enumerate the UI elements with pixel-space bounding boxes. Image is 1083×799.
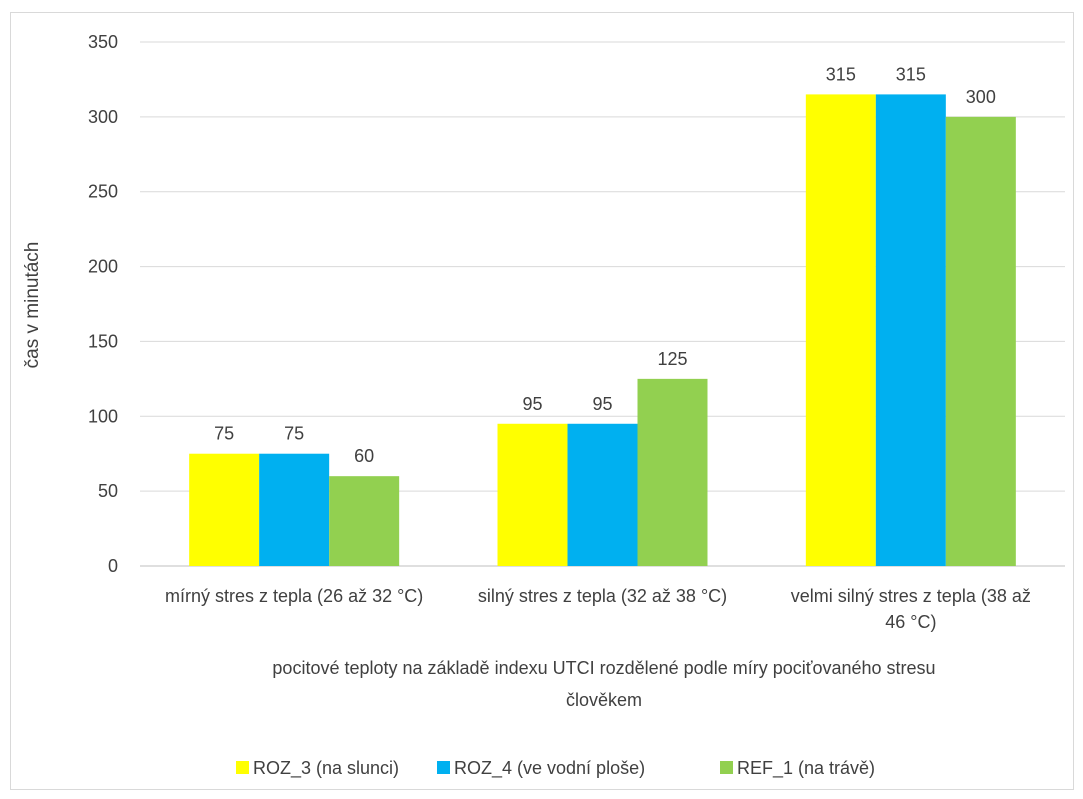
legend-swatch (236, 761, 249, 774)
bar (189, 453, 260, 566)
data-label: 75 (284, 424, 304, 444)
legend-swatch (437, 761, 450, 774)
y-tick-label: 300 (88, 107, 118, 127)
data-label: 95 (522, 394, 542, 414)
x-tick-label: 46 °C) (885, 612, 936, 632)
x-axis-label-line-2: člověkem (566, 690, 642, 710)
x-tick-label: velmi silný stres z tepla (38 až (791, 586, 1031, 606)
data-label: 315 (896, 64, 926, 84)
data-label: 315 (826, 64, 856, 84)
y-tick-label: 50 (98, 481, 118, 501)
y-tick-label: 250 (88, 182, 118, 202)
y-tick-label: 200 (88, 257, 118, 277)
data-label: 60 (354, 446, 374, 466)
x-axis-label-line-1: pocitové teploty na základě indexu UTCI … (272, 658, 935, 678)
bar (329, 476, 400, 566)
data-label: 300 (966, 87, 996, 107)
legend-label: REF_1 (na trávě) (737, 758, 875, 779)
bar (945, 116, 1016, 566)
bar (259, 453, 330, 566)
legend: ROZ_3 (na slunci) ROZ_4 (ve vodní ploše) R… (236, 758, 875, 779)
y-tick-labels: 0 50 100 150 200 250 300 350 (88, 32, 118, 576)
bar (497, 423, 568, 566)
y-tick-label: 150 (88, 331, 118, 351)
bar (805, 94, 876, 567)
bars (189, 94, 1016, 567)
data-labels: 75 75 60 95 95 125 315 315 300 (214, 64, 996, 466)
legend-label: ROZ_4 (ve vodní ploše) (454, 758, 645, 779)
data-label: 125 (657, 349, 687, 369)
x-tick-label: mírný stres z tepla (26 až 32 °C) (165, 586, 423, 606)
y-tick-label: 350 (88, 32, 118, 52)
data-label: 95 (592, 394, 612, 414)
bar (567, 423, 638, 566)
x-tick-label: silný stres z tepla (32 až 38 °C) (478, 586, 727, 606)
y-axis-label: čas v minutách (22, 242, 43, 369)
x-tick-labels: mírný stres z tepla (26 až 32 °C) silný s… (165, 586, 1031, 632)
y-tick-label: 0 (108, 556, 118, 576)
bar (637, 378, 708, 566)
data-label: 75 (214, 424, 234, 444)
legend-label: ROZ_3 (na slunci) (253, 758, 399, 779)
y-tick-label: 100 (88, 406, 118, 426)
bar (875, 94, 946, 567)
legend-swatch (720, 761, 733, 774)
